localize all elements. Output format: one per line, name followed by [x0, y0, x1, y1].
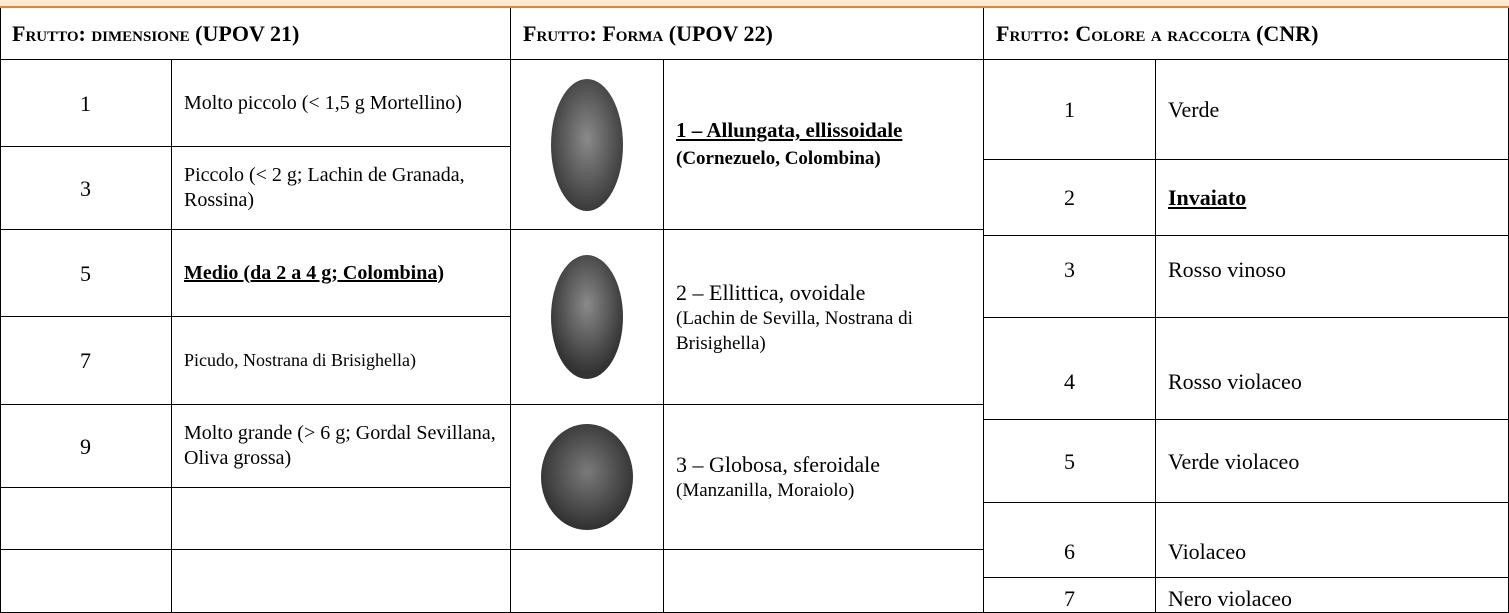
- description: Molto piccolo (< 1,5 g Mortellino): [184, 91, 462, 114]
- shape-text: 3 – Globosa, sferoidale (Manzanilla, Mora…: [676, 451, 880, 503]
- shape-text: 1 – Allungata, ellissoidale (Cornezuelo,…: [676, 117, 971, 172]
- description: Molto grande (> 6 g; Gordal Sevillana, O…: [184, 422, 496, 469]
- empty-cell: [664, 550, 984, 613]
- class-cell: 5: [984, 420, 1156, 503]
- class-cell: 2: [984, 160, 1156, 236]
- class-cell: 4: [984, 318, 1156, 420]
- header-cell: Frutto: Colore a raccolta (CNR): [984, 8, 1509, 60]
- color-name: Invaiato: [1168, 185, 1247, 210]
- shape-cell: 2 – Ellittica, ovoidale (Lachin de Sevill…: [664, 230, 984, 405]
- class-cell: 5: [0, 230, 172, 317]
- empty-cell: [172, 550, 511, 613]
- class-cell: 7: [0, 317, 172, 405]
- class-cell: 7: [984, 578, 1156, 613]
- class-cell: 3: [984, 236, 1156, 318]
- color-cell: Violaceo: [1156, 503, 1509, 578]
- color-cell: Nero violaceo: [1156, 578, 1509, 613]
- color-cell: Verde violaceo: [1156, 420, 1509, 503]
- table: [0, 8, 1509, 613]
- olive-image: [551, 255, 623, 379]
- shape-examples: (Manzanilla, Moraiolo): [676, 480, 855, 501]
- empty-cell: [511, 550, 664, 613]
- class-cell: 6: [984, 503, 1156, 578]
- empty-cell: [172, 488, 511, 550]
- shape-name: 1 – Allungata, ellissoidale: [676, 118, 903, 142]
- shape-examples: (Cornezuelo, Colombina): [676, 148, 881, 169]
- description-cell: Molto piccolo (< 1,5 g Mortellino): [172, 60, 511, 147]
- olive-image: [541, 424, 633, 530]
- color-cell: Rosso violaceo: [1156, 318, 1509, 420]
- image-cell: [511, 230, 664, 405]
- description: Piccolo (< 2 g; Lachin de Granada, Rossi…: [184, 164, 465, 211]
- shape-cell: 1 – Allungata, ellissoidale (Cornezuelo,…: [664, 60, 984, 230]
- olive-image: [551, 78, 623, 211]
- color-cell: Invaiato: [1156, 160, 1509, 236]
- color-cell: Verde: [1156, 60, 1509, 160]
- empty-cell: [0, 550, 172, 613]
- shape-cell: 3 – Globosa, sferoidale (Manzanilla, Mora…: [664, 405, 984, 550]
- description-cell: Molto grande (> 6 g; Gordal Sevillana, O…: [172, 405, 511, 488]
- description: Picudo, Nostrana di Brisighella): [184, 350, 416, 370]
- description: Medio (da 2 a 4 g; Colombina): [184, 261, 444, 284]
- class-cell: 1: [0, 60, 172, 147]
- class-cell: 1: [984, 60, 1156, 160]
- description-cell: Piccolo (< 2 g; Lachin de Granada, Rossi…: [172, 147, 511, 230]
- class-cell: 3: [0, 147, 172, 230]
- header-cell: Frutto: Forma (UPOV 22): [511, 8, 984, 60]
- shape-text: 2 – Ellittica, ovoidale (Lachin de Sevill…: [676, 279, 971, 356]
- image-cell: [511, 60, 664, 230]
- class-cell: 9: [0, 405, 172, 488]
- color-cell: Rosso vinoso: [1156, 236, 1509, 318]
- shape-name: 2 – Ellittica, ovoidale: [676, 279, 866, 305]
- description-cell: Medio (da 2 a 4 g; Colombina): [172, 230, 511, 317]
- empty-cell: [0, 488, 172, 550]
- top-strip: [0, 0, 1509, 8]
- image-cell: [511, 405, 664, 550]
- description-cell: Picudo, Nostrana di Brisighella): [172, 317, 511, 405]
- shape-name: 3 – Globosa, sferoidale: [676, 452, 881, 477]
- shape-examples: (Lachin de Sevilla, Nostrana di Brisighe…: [676, 307, 913, 354]
- header-cell: Frutto: dimensione (UPOV 21): [0, 8, 511, 60]
